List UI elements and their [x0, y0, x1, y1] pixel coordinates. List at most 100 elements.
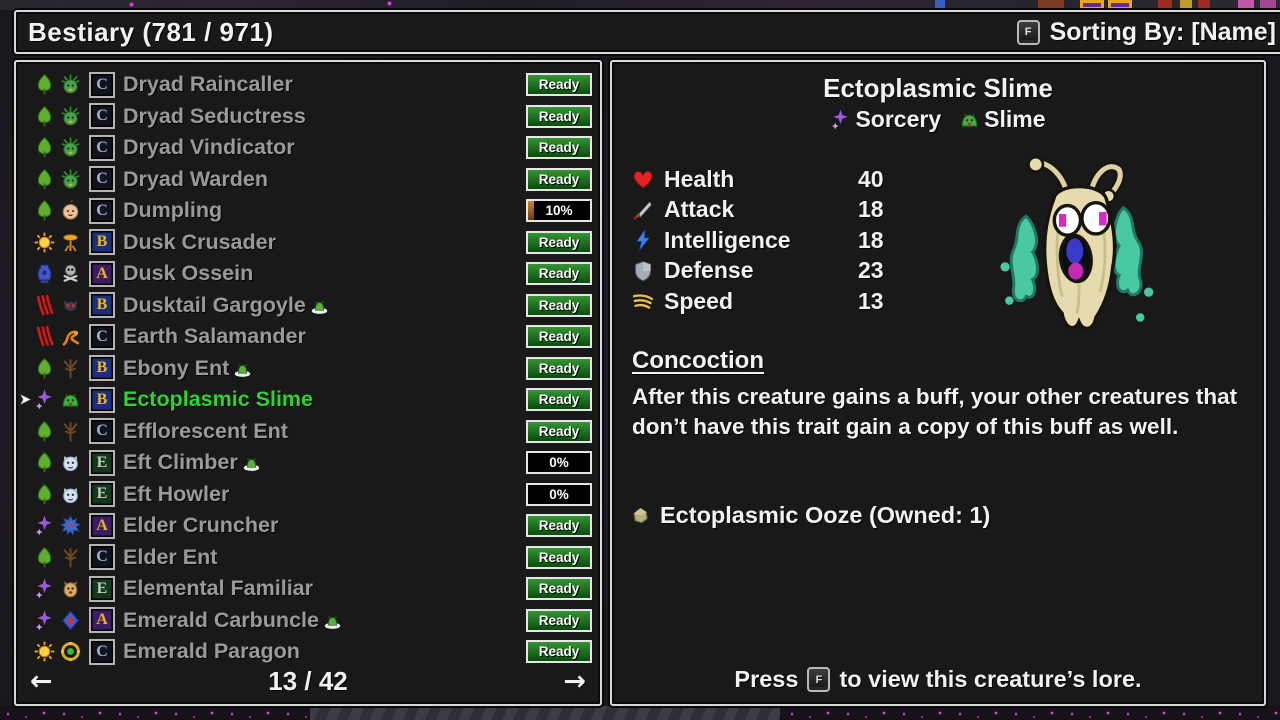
- bestiary-row[interactable]: C Elder Ent Ready: [16, 542, 600, 574]
- lore-footer: Press F to view this creature’s lore.: [612, 666, 1264, 693]
- bestiary-row[interactable]: C Efflorescent Ent Ready: [16, 416, 600, 448]
- stat-value: 23: [858, 257, 884, 284]
- grade-badge: C: [89, 166, 115, 193]
- background-bottom-strip: [0, 706, 1280, 720]
- sorcery-class-icon: [34, 578, 55, 599]
- bestiary-row[interactable]: A Dusk Ossein Ready: [16, 258, 600, 290]
- stat-row: Intelligence 18: [632, 225, 962, 256]
- stat-value: 13: [858, 287, 884, 314]
- feather-stat-icon: [632, 290, 654, 312]
- status-badge: Ready: [526, 356, 592, 380]
- owned-creature-icon: [233, 359, 252, 378]
- nature-class-icon: [34, 137, 55, 158]
- trait-title: Concoction: [632, 347, 764, 374]
- heart-stat-icon: [632, 168, 654, 190]
- creature-row-name: Eft Howler: [123, 481, 230, 506]
- bestiary-row[interactable]: B Dusktail Gargoyle Ready: [16, 290, 600, 322]
- grade-badge: C: [89, 197, 115, 224]
- creature-row-name: Dusk Crusader: [123, 229, 276, 254]
- death-class-icon: [34, 263, 55, 284]
- sorcery-class-icon: [34, 389, 55, 410]
- creature-row-name: Dryad Raincaller: [123, 72, 293, 97]
- bestiary-row[interactable]: C Dryad Seductress Ready: [16, 101, 600, 133]
- next-page-button[interactable]: →: [563, 665, 586, 697]
- bestiary-row[interactable]: C Dryad Warden Ready: [16, 164, 600, 196]
- stat-label: Intelligence: [664, 226, 791, 253]
- grade-badge: A: [89, 260, 115, 287]
- bestiary-row[interactable]: E Eft Climber 0%: [16, 447, 600, 479]
- creature-row-name: Dumpling: [123, 198, 223, 223]
- grade-badge: A: [89, 512, 115, 539]
- bestiary-row[interactable]: A Emerald Carbuncle Ready: [16, 605, 600, 637]
- progress-text: 0%: [549, 455, 569, 470]
- creature-detail-panel: Ectoplasmic Slime Sorcery Slime Health 40…: [610, 60, 1266, 706]
- bestiary-row[interactable]: B Ectoplasmic Slime Ready: [16, 384, 600, 416]
- stat-value: 40: [858, 165, 884, 192]
- background-top-strip: [0, 0, 1280, 10]
- sorcery-class-icon: [830, 109, 851, 130]
- life-class-icon: [34, 641, 55, 662]
- prev-page-button[interactable]: ←: [30, 665, 53, 697]
- creature-row-name: Dusk Ossein: [123, 261, 254, 286]
- status-badge: 0%: [526, 451, 592, 474]
- bestiary-row[interactable]: E Eft Howler 0%: [16, 479, 600, 511]
- bestiary-row[interactable]: E Elemental Familiar Ready: [16, 573, 600, 605]
- grade-badge: E: [89, 575, 115, 602]
- cruncher-race-icon: [60, 515, 81, 537]
- stat-row: Health 40: [632, 164, 962, 195]
- bestiary-row[interactable]: C Dryad Vindicator Ready: [16, 132, 600, 164]
- stat-value: 18: [858, 226, 884, 253]
- chaos-class-icon: [34, 294, 55, 316]
- lore-footer-post: to view this creature’s lore.: [839, 666, 1142, 692]
- grade-badge: C: [89, 103, 115, 130]
- creature-row-name: Earth Salamander: [123, 324, 306, 349]
- title-bar: Bestiary (781 / 971) F Sorting By: [Name…: [14, 10, 1280, 54]
- background-sprite: [1238, 0, 1254, 10]
- sorcery-class-icon: [34, 610, 55, 631]
- status-badge: Ready: [526, 608, 592, 632]
- carbuncle-race-icon: [60, 610, 81, 631]
- crusader-race-icon: [60, 232, 81, 253]
- bestiary-row[interactable]: B Dusk Crusader Ready: [16, 227, 600, 259]
- progress-fill: [528, 201, 535, 220]
- stat-value: 18: [858, 196, 884, 223]
- life-class-icon: [34, 232, 55, 253]
- gargoyle-race-icon: [60, 295, 81, 316]
- status-badge: Ready: [526, 104, 592, 128]
- sort-control[interactable]: F Sorting By: [Name]: [1016, 17, 1276, 47]
- background-sprite: [1260, 0, 1276, 10]
- status-badge: Ready: [526, 545, 592, 569]
- nature-class-icon: [34, 200, 55, 221]
- sort-label: Sorting By: [Name]: [1049, 17, 1276, 46]
- creature-race-name: Slime: [984, 106, 1046, 132]
- grade-badge: B: [89, 355, 115, 382]
- page-indicator: 13 / 42: [268, 665, 348, 696]
- bestiary-row[interactable]: C Dryad Raincaller Ready: [16, 69, 600, 101]
- creature-row-name: Ectoplasmic Slime: [123, 387, 313, 412]
- bestiary-row[interactable]: B Ebony Ent Ready: [16, 353, 600, 385]
- status-badge: 10%: [526, 199, 592, 222]
- creature-sprite: [984, 134, 1174, 349]
- background-sprite: [935, 0, 945, 10]
- bestiary-row[interactable]: C Dumpling 10%: [16, 195, 600, 227]
- creature-name: Ectoplasmic Slime: [823, 73, 1053, 103]
- stat-label: Attack: [664, 196, 735, 223]
- background-sprite: [1198, 0, 1210, 10]
- grade-badge: B: [89, 229, 115, 256]
- progress-text: 10%: [545, 203, 573, 218]
- pagination-bar: ← 13 / 42 →: [16, 663, 600, 699]
- creature-row-name: Dryad Seductress: [123, 103, 306, 128]
- background-sparkle: [130, 3, 133, 6]
- status-badge: Ready: [526, 293, 592, 317]
- stat-label: Speed: [664, 287, 734, 314]
- ossein-race-icon: [60, 263, 81, 284]
- creature-row-name: Elder Ent: [123, 544, 218, 569]
- bestiary-row[interactable]: C Earth Salamander Ready: [16, 321, 600, 353]
- eft-race-icon: [60, 484, 81, 505]
- page-title: Bestiary (781 / 971): [28, 16, 274, 47]
- bestiary-row[interactable]: A Elder Cruncher Ready: [16, 510, 600, 542]
- bestiary-row[interactable]: C Emerald Paragon Ready: [16, 636, 600, 668]
- creature-row-name: Elemental Familiar: [123, 576, 313, 601]
- ent-race-icon: [60, 547, 81, 568]
- grade-badge: E: [89, 449, 115, 476]
